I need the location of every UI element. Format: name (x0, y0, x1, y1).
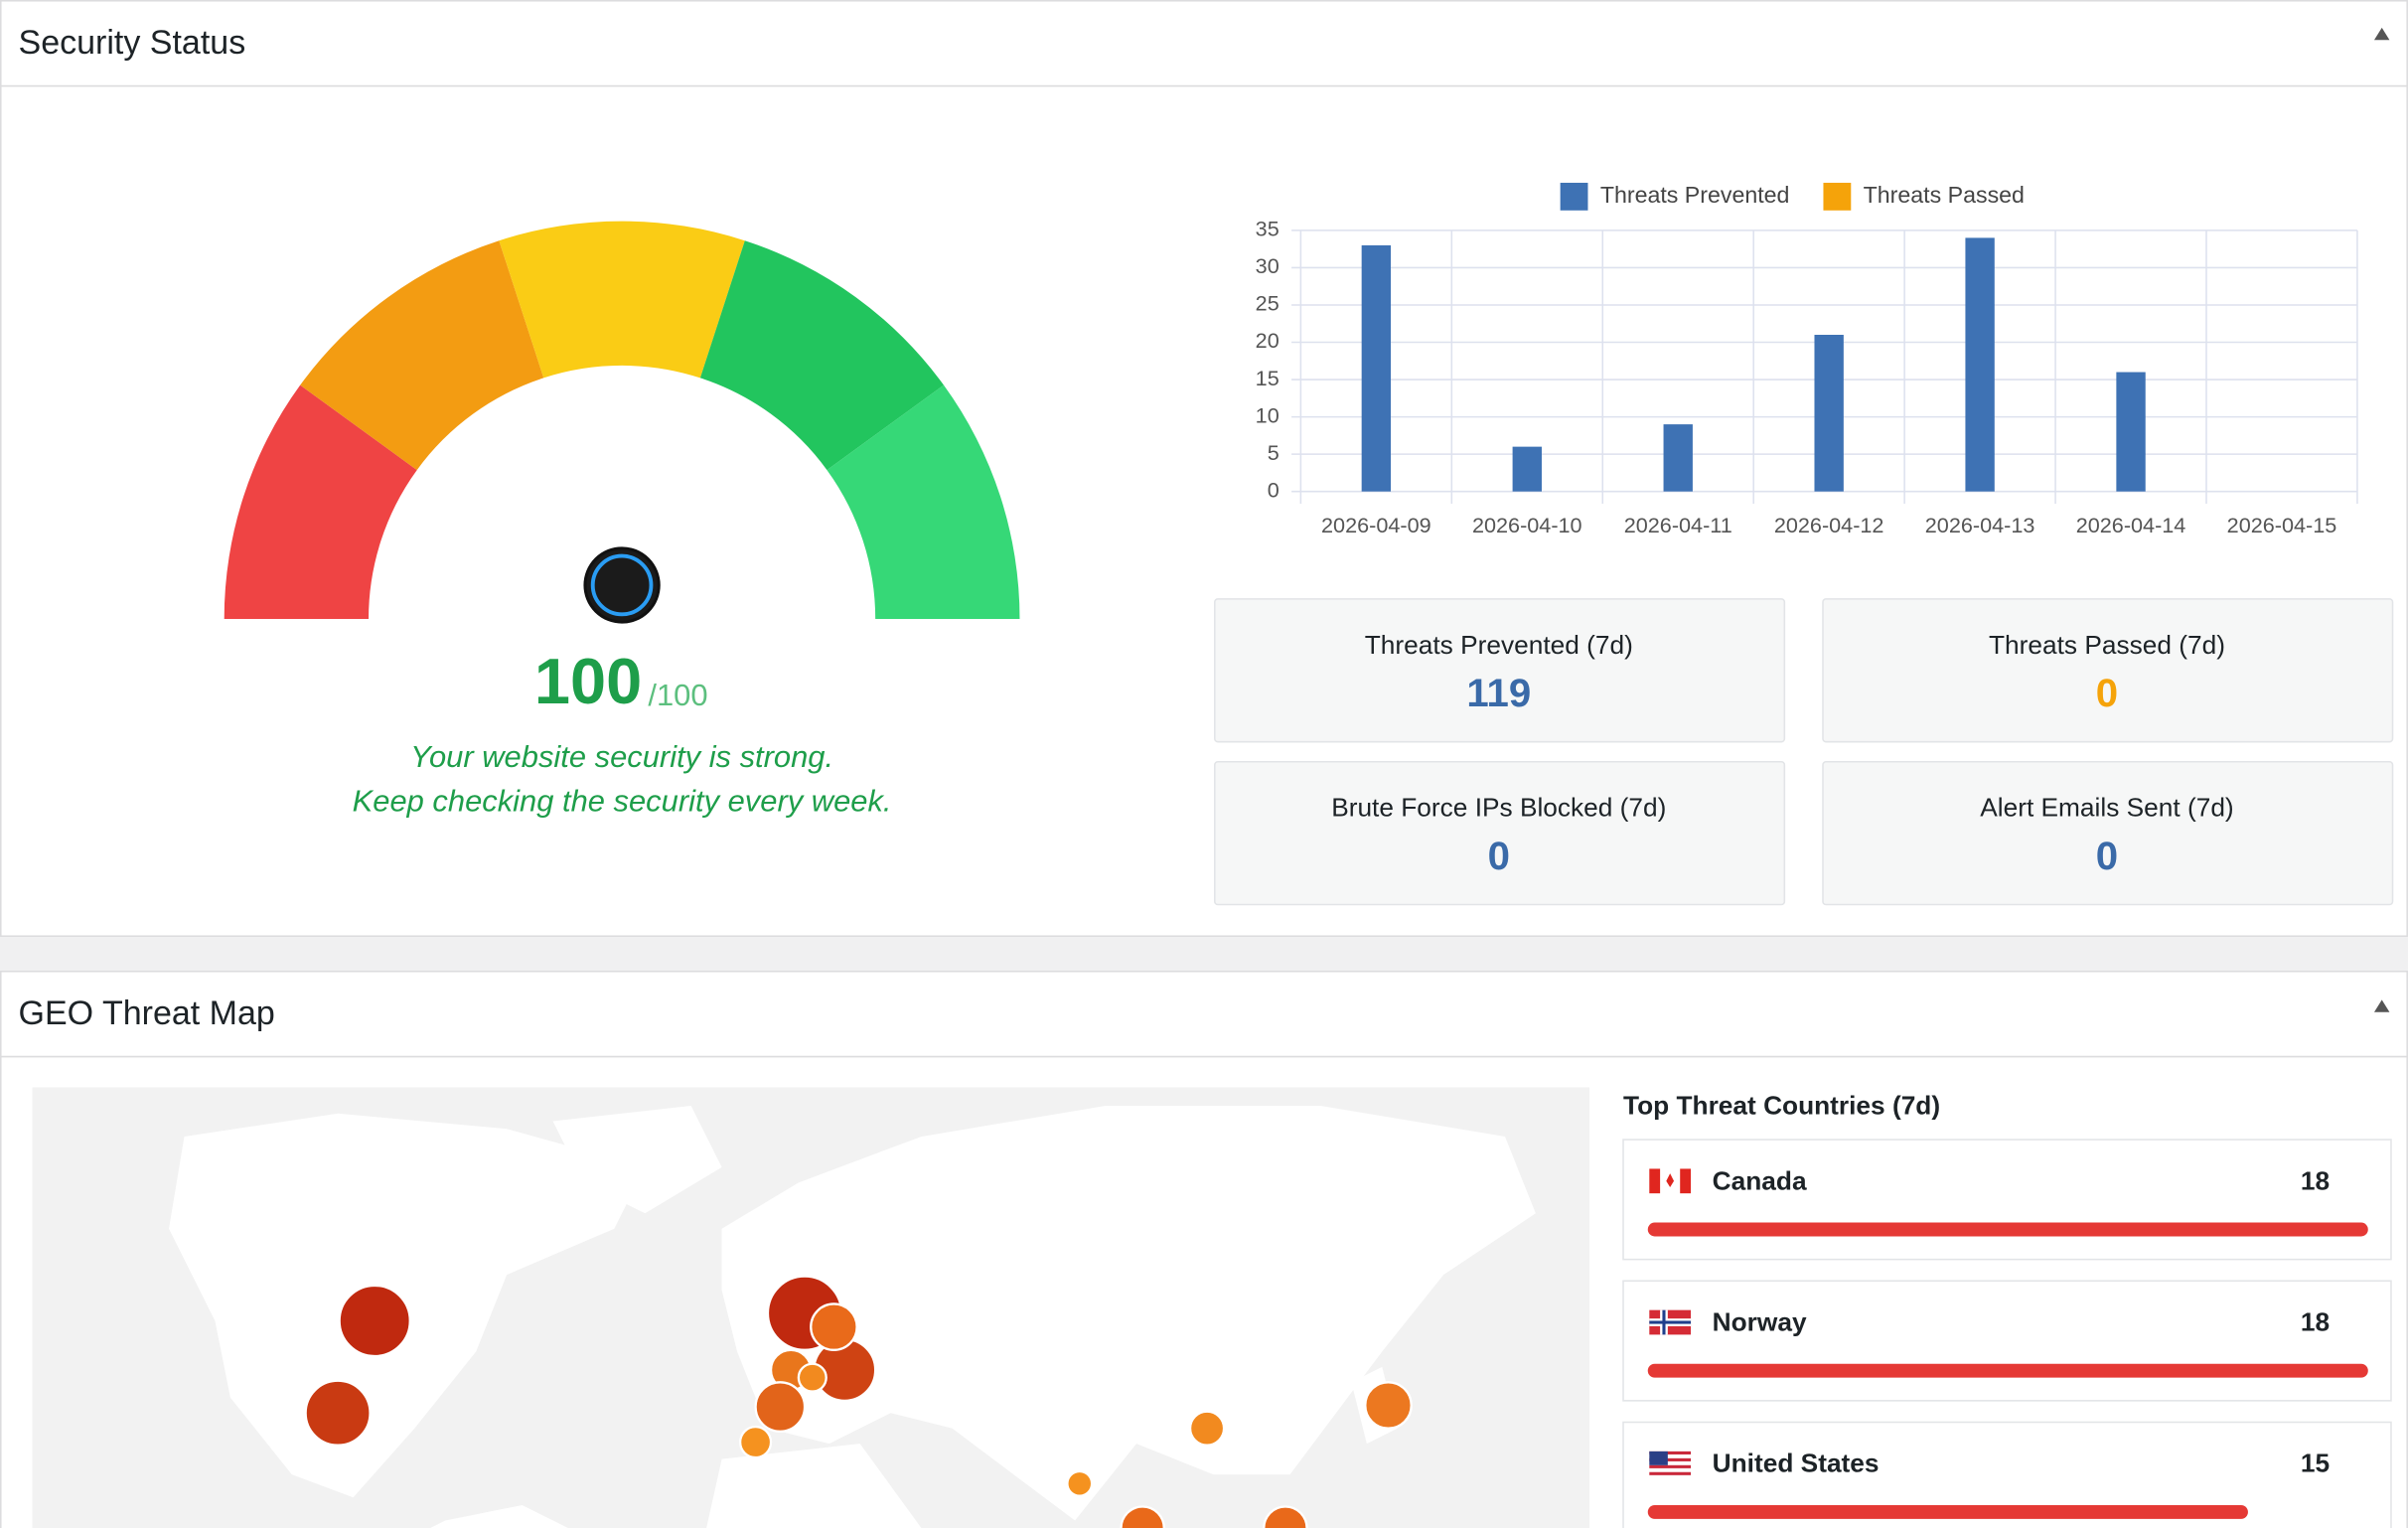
country-list: Canada 18 Norway 18 United States 15 (1622, 1139, 2392, 1528)
legend-label: Threats Passed (1864, 182, 2025, 208)
bar (1512, 446, 1542, 492)
x-tick-label: 2026-04-12 (1774, 513, 1884, 537)
flag-us (1649, 1451, 1692, 1476)
legend-swatch (1823, 182, 1852, 211)
x-tick-label: 2026-04-15 (2227, 513, 2337, 537)
flag-norway (1649, 1309, 1692, 1335)
collapse-toggle[interactable] (2373, 27, 2390, 41)
gauge-segment (300, 240, 544, 471)
gauge-hub (583, 546, 661, 624)
y-tick-label: 20 (1256, 328, 1279, 353)
panel-title: Security Status (19, 24, 246, 62)
message: Keep checking the security every week. (353, 784, 892, 819)
country-card (1622, 1139, 2392, 1261)
country-count: 15 (2301, 1449, 2330, 1478)
gauge-segment (224, 384, 417, 619)
y-tick-label: 30 (1256, 253, 1279, 278)
stat-label: Threats Passed (7d) (1989, 630, 2225, 660)
panel-title: GEO Threat Map (19, 994, 275, 1032)
score: 100 (534, 645, 642, 717)
stat-label: Alert Emails Sent (7d) (1980, 793, 2233, 823)
x-tick-label: 2026-04-14 (2076, 513, 2186, 537)
bar (1663, 424, 1693, 492)
x-tick-label: 2026-04-10 (1472, 513, 1582, 537)
flag-canada (1649, 1168, 1692, 1194)
bar (1965, 237, 1995, 492)
bar (1361, 244, 1392, 492)
message: Your website security is strong. (410, 739, 833, 774)
gauge-hub-ring (590, 553, 654, 617)
y-tick-label: 0 (1268, 477, 1279, 502)
bar (1814, 335, 1844, 492)
gauge-segment (499, 221, 745, 379)
score-max: /100 (648, 678, 707, 712)
markers (304, 1275, 1413, 1528)
country-bar (1647, 1363, 2368, 1378)
y-tick-label: 10 (1256, 402, 1279, 427)
bar (2116, 372, 2146, 492)
collapse-toggle[interactable] (2373, 999, 2390, 1012)
stat-label: Threats Prevented (7d) (1365, 630, 1633, 660)
stat-card (1822, 760, 2394, 906)
gauge (224, 221, 1020, 624)
stat-value: 119 (1466, 671, 1531, 715)
list-title: Top Threat Countries (7d) (1623, 1091, 1940, 1121)
gauge-segment (827, 384, 1020, 619)
y-tick-label: 5 (1268, 440, 1279, 465)
stat-value: 0 (2096, 834, 2118, 878)
x-tick-label: 2026-04-11 (1624, 513, 1732, 537)
y-tick-label: 15 (1256, 366, 1279, 390)
bar-chart: 0 5 10 15 20 25 30 35 2026-04-09 2026-04-10 2026-0… (1256, 182, 2358, 537)
x-tick-label: 2026-04-13 (1925, 513, 2035, 537)
country-count: 18 (2301, 1307, 2330, 1337)
country-name: Canada (1713, 1165, 1807, 1195)
country-count: 18 (2301, 1165, 2330, 1195)
stat-label: Brute Force IPs Blocked (7d) (1331, 793, 1666, 823)
country-bar (1647, 1222, 2368, 1237)
country-name: United States (1713, 1449, 1880, 1478)
country-name: Norway (1713, 1307, 1807, 1337)
country-card (1622, 1280, 2392, 1402)
y-tick-label: 35 (1256, 217, 1279, 241)
stat-value: 0 (2096, 671, 2118, 715)
stat-card (1822, 598, 2394, 743)
stat-value: 0 (1488, 834, 1510, 878)
gauge-segment (699, 240, 945, 471)
x-tick-label: 2026-04-09 (1321, 513, 1431, 537)
country-bar (1647, 1504, 2248, 1519)
world-map (32, 1087, 1590, 1528)
stat-card (1214, 598, 1786, 743)
y-tick-label: 25 (1256, 291, 1279, 316)
legend-swatch (1560, 182, 1588, 211)
stat-cards: Threats Prevented (7d) 119 Threats Passed … (1214, 598, 2394, 906)
legend-label: Threats Prevented (1600, 182, 1790, 208)
stat-card (1214, 760, 1786, 906)
